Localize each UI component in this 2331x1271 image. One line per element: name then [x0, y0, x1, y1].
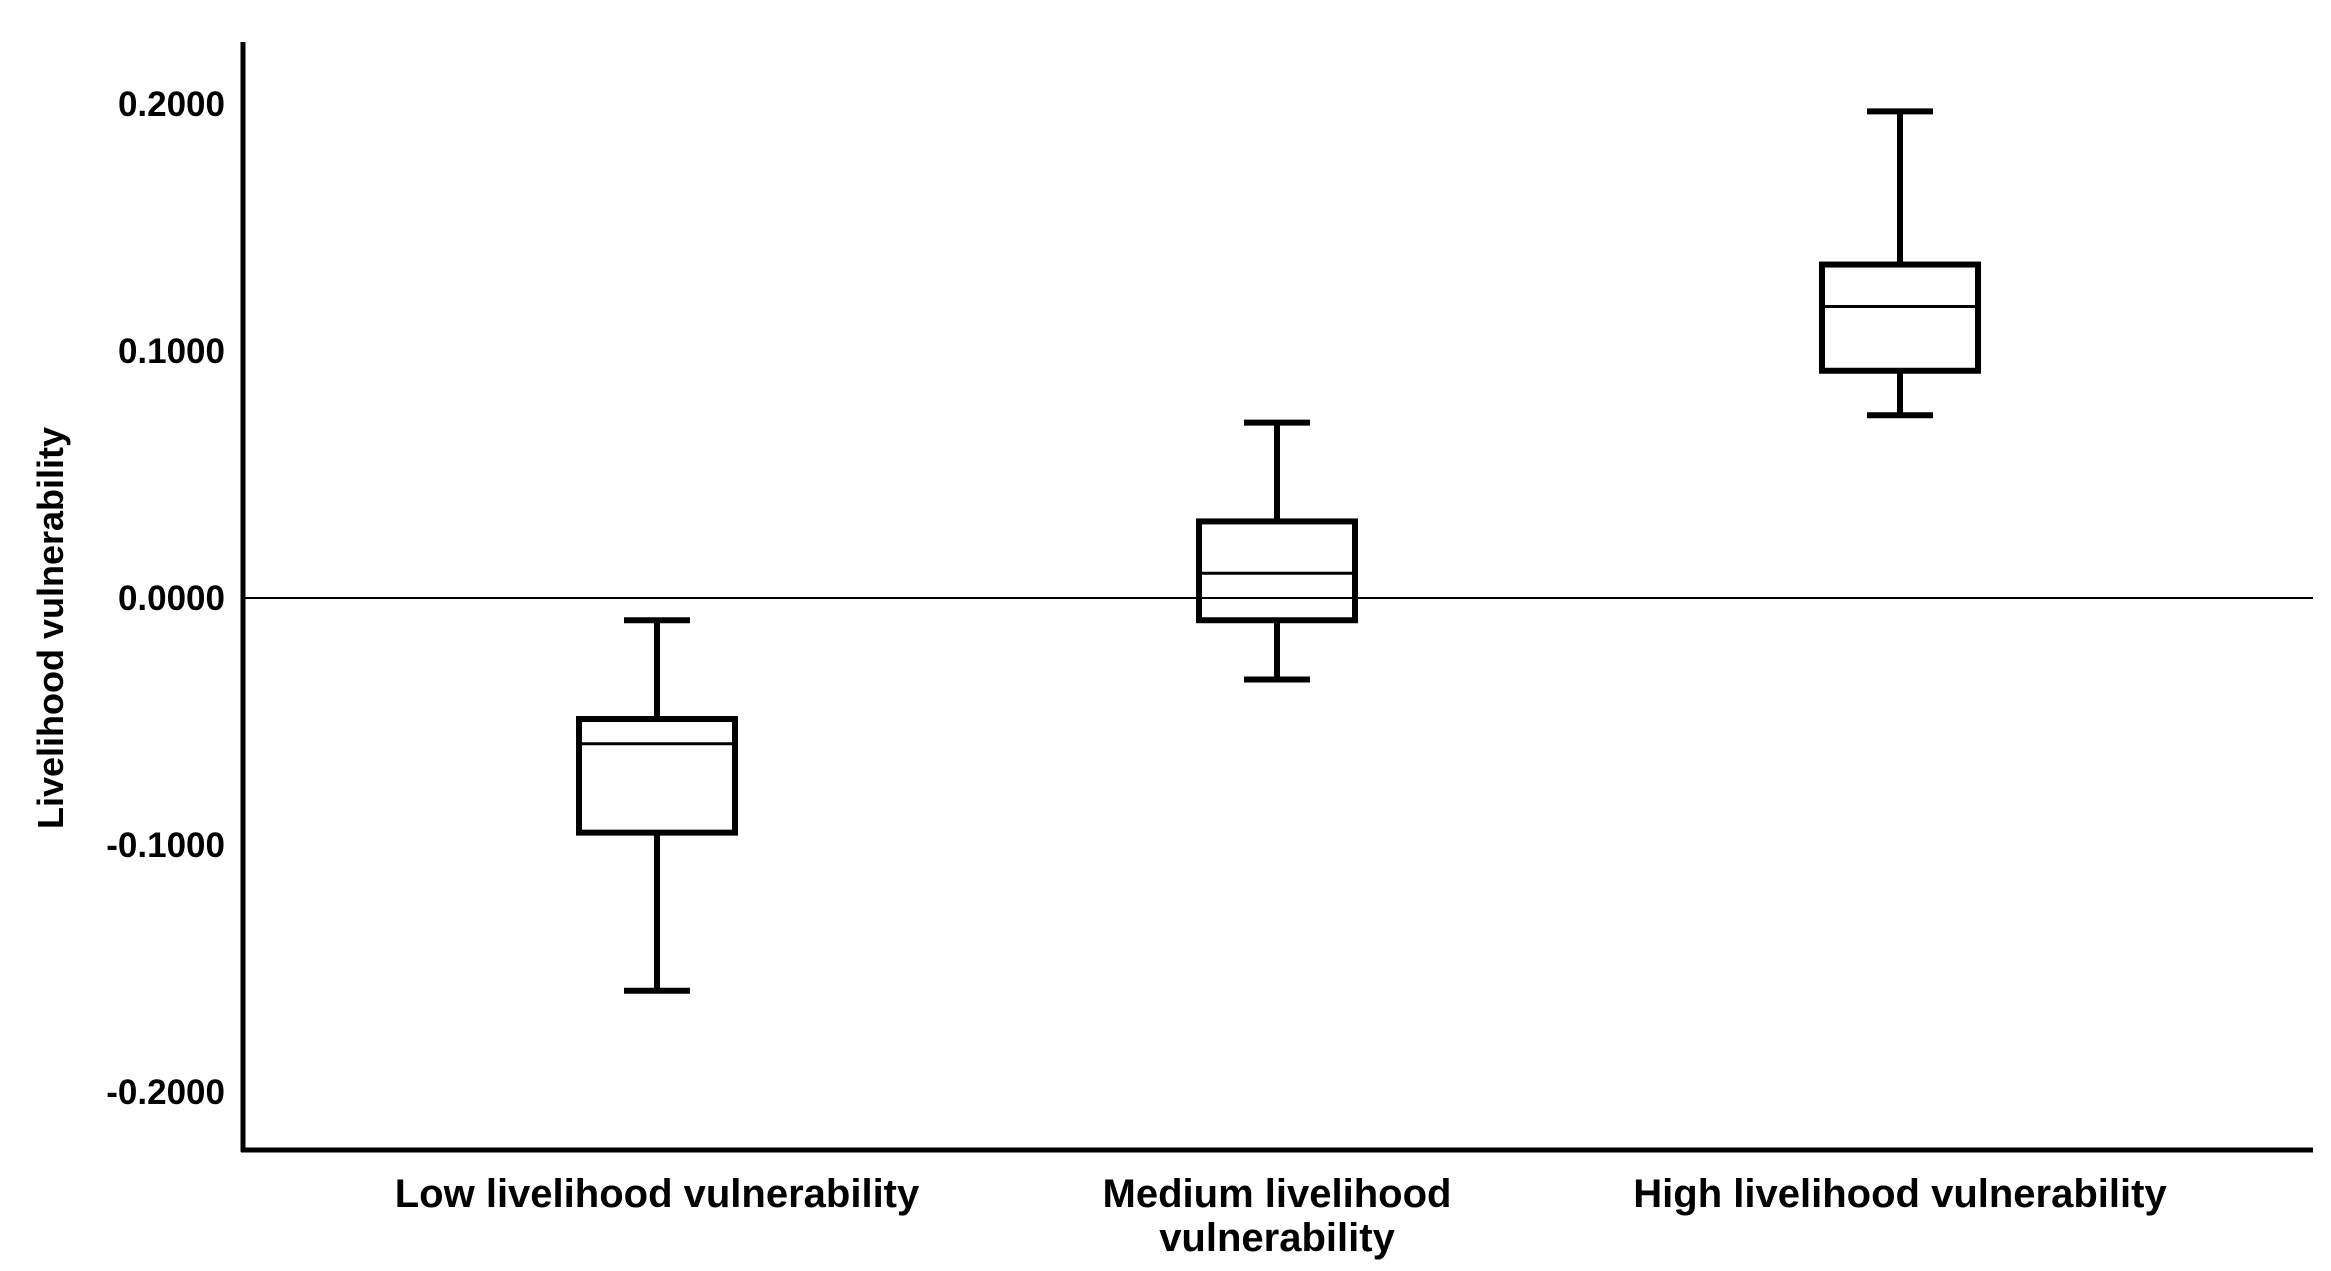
- interquartile-box: [1196, 518, 1358, 624]
- y-tick-label: 0.2000: [118, 85, 225, 124]
- axes-group: [240, 42, 2313, 1153]
- box-group: [1819, 108, 1981, 419]
- y-tick-label: 0.0000: [118, 579, 225, 618]
- y-tick-label: -0.2000: [106, 1073, 225, 1112]
- y-tick-label: 0.1000: [118, 332, 225, 371]
- x-category-label-line: Low livelihood vulnerability: [395, 1172, 920, 1216]
- category-label-group: Low livelihood vulnerability Medium livel…: [395, 1172, 2168, 1260]
- x-category-label-line: High livelihood vulnerability: [1633, 1172, 2167, 1216]
- y-axis-title: Livelihood vulnerability: [30, 427, 71, 829]
- x-category-label: Low livelihood vulnerability: [395, 1172, 920, 1216]
- y-tick-label: -0.1000: [106, 826, 225, 865]
- x-category-label: High livelihood vulnerability: [1633, 1172, 2167, 1216]
- box-group: [576, 617, 738, 994]
- boxes-group: [576, 108, 1981, 994]
- x-category-label: Medium livelihood vulnerability: [1103, 1172, 1452, 1260]
- x-category-label-line: Medium livelihood: [1103, 1172, 1452, 1216]
- interquartile-box: [1819, 261, 1981, 374]
- box-group: [1196, 419, 1358, 683]
- x-category-label-line: vulnerability: [1159, 1216, 1395, 1260]
- y-tick-group: -0.2000 -0.1000 0.0000 0.1000 0.2000: [106, 85, 225, 1112]
- interquartile-box: [576, 716, 738, 836]
